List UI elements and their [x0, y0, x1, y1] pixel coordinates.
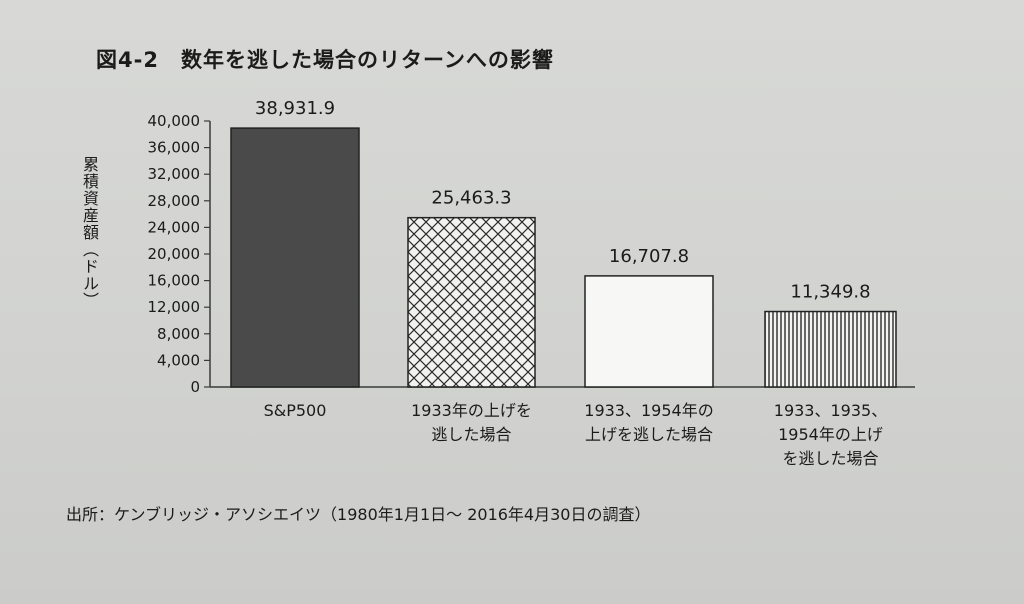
y-tick-label: 16,000: [148, 272, 201, 290]
y-tick-label: 0: [190, 378, 200, 396]
y-tick-label: 40,000: [148, 112, 201, 130]
figure-number: 図4-2: [96, 48, 159, 72]
bar: [764, 310, 897, 388]
category-label: 1933年の上げを: [411, 401, 532, 420]
chart-title-text: 数年を逃した場合のリターンへの影響: [180, 48, 554, 72]
bars: [230, 127, 897, 388]
category-label: 1933、1954年の: [584, 401, 713, 420]
y-tick-label: 32,000: [148, 165, 201, 183]
data-label: 38,931.9: [255, 98, 335, 119]
y-tick-label: 8,000: [157, 325, 200, 343]
y-tick-label: 36,000: [148, 139, 201, 157]
y-tick-label: 24,000: [148, 218, 201, 236]
bar: [584, 275, 714, 388]
category-label: S&P500: [264, 401, 327, 420]
y-axis: 0 4,000 8,000 12,000 16,000 20,000 24,000 28,00…: [148, 112, 915, 396]
data-label: 11,349.8: [790, 282, 870, 303]
category-label: 逃した場合: [431, 425, 511, 444]
y-tick-label: 28,000: [148, 192, 201, 210]
data-labels: 38,931.9 25,463.3 16,707.8 11,349.8: [255, 98, 871, 302]
bar: [407, 216, 536, 388]
data-label: 16,707.8: [609, 246, 689, 267]
category-label: を逃した場合: [782, 449, 878, 468]
y-tick-label: 4,000: [157, 351, 200, 369]
data-label: 25,463.3: [431, 188, 511, 209]
chart-title: 図4-2 数年を逃した場合のリターンへの影響: [96, 44, 554, 74]
category-label: 上げを逃した場合: [585, 425, 713, 444]
source-note: 出所：ケンブリッジ・アソシエイツ（1980年1月1日～ 2016年4月30日の調…: [66, 505, 651, 524]
y-tick-label: 20,000: [148, 245, 201, 263]
category-label: 1933、1935、: [774, 401, 887, 420]
y-axis-label: 累積資産額（ドル）: [80, 156, 99, 309]
category-label: 1954年の上げ: [778, 425, 883, 444]
y-tick-label: 12,000: [148, 298, 201, 316]
bar: [230, 127, 360, 388]
